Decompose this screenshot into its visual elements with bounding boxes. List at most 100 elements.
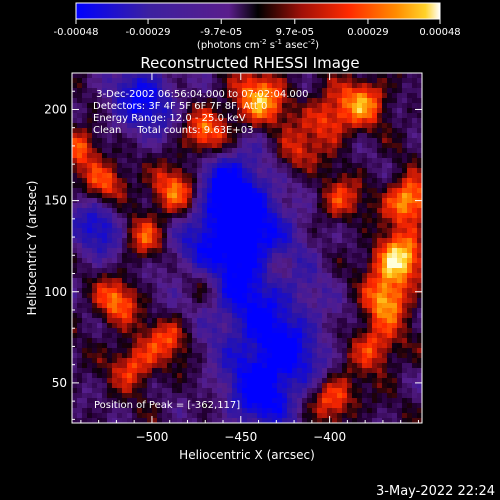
heatmap-cell (252, 393, 258, 399)
heatmap-cell (322, 208, 328, 214)
y-tick-label: 100 (44, 285, 67, 299)
heatmap-cell (412, 133, 418, 139)
heatmap-cell (327, 398, 333, 404)
heatmap-cell (92, 413, 98, 419)
heatmap-cell (382, 148, 388, 154)
heatmap-cell (182, 178, 188, 184)
heatmap-cell (397, 128, 403, 134)
heatmap-cell (267, 203, 273, 209)
heatmap-cell (87, 168, 93, 174)
heatmap-cell (212, 203, 218, 209)
heatmap-cell (332, 108, 338, 114)
heatmap-cell (277, 208, 283, 214)
heatmap-cell (367, 323, 373, 329)
heatmap-cell (127, 203, 133, 209)
heatmap-cell (307, 138, 313, 144)
heatmap-cell (117, 403, 123, 409)
heatmap-cell (267, 248, 273, 254)
heatmap-cell (297, 133, 303, 139)
heatmap-cell (317, 153, 323, 159)
heatmap-cell (227, 413, 233, 419)
heatmap-cell (412, 253, 418, 259)
heatmap-cell (237, 388, 243, 394)
heatmap-cell (367, 398, 373, 404)
heatmap-cell (137, 328, 143, 334)
heatmap-cell (177, 403, 183, 409)
heatmap-cell (82, 358, 88, 364)
heatmap-cell (362, 368, 368, 374)
heatmap-cell (197, 318, 203, 324)
heatmap-cell (77, 113, 83, 119)
heatmap-cell (277, 163, 283, 169)
heatmap-cell (72, 173, 78, 179)
heatmap-cell (242, 158, 248, 164)
heatmap-cell (367, 83, 373, 89)
heatmap-cell (177, 358, 183, 364)
heatmap-cell (97, 128, 103, 134)
heatmap-cell (262, 368, 268, 374)
heatmap-cell (257, 178, 263, 184)
heatmap-cell (142, 78, 148, 84)
heatmap-cell (247, 418, 253, 424)
heatmap-cell (82, 398, 88, 404)
heatmap-cell (332, 283, 338, 289)
heatmap-cell (332, 418, 338, 424)
heatmap-cell (92, 103, 98, 109)
heatmap-cell (322, 228, 328, 234)
heatmap-cell (167, 108, 173, 114)
heatmap-cell (122, 393, 128, 399)
heatmap-cell (357, 323, 363, 329)
heatmap-cell (312, 278, 318, 284)
heatmap-cell (237, 193, 243, 199)
heatmap-cell (152, 383, 158, 389)
heatmap-cell (177, 368, 183, 374)
heatmap-cell (207, 403, 213, 409)
heatmap-cell (237, 418, 243, 424)
heatmap-cell (77, 178, 83, 184)
heatmap-cell (302, 118, 308, 124)
heatmap-cell (262, 143, 268, 149)
heatmap-cell (172, 408, 178, 414)
heatmap-cell (92, 163, 98, 169)
heatmap-cell (242, 323, 248, 329)
heatmap-cell (367, 368, 373, 374)
heatmap-cell (357, 103, 363, 109)
heatmap-cell (362, 153, 368, 159)
heatmap-cell (132, 183, 138, 189)
heatmap-cell (147, 173, 153, 179)
heatmap-cell (382, 103, 388, 109)
heatmap-cell (412, 243, 418, 249)
heatmap-cell (217, 138, 223, 144)
heatmap-cell (222, 243, 228, 249)
heatmap-cell (397, 408, 403, 414)
heatmap-cell (267, 168, 273, 174)
heatmap-cell (292, 168, 298, 174)
heatmap-cell (187, 173, 193, 179)
heatmap-cell (402, 343, 408, 349)
heatmap-cell (377, 138, 383, 144)
heatmap-cell (162, 308, 168, 314)
heatmap-cell (222, 398, 228, 404)
heatmap-cell (392, 208, 398, 214)
heatmap-cell (377, 353, 383, 359)
heatmap-cell (187, 298, 193, 304)
heatmap-cell (277, 173, 283, 179)
heatmap-cell (87, 158, 93, 164)
heatmap-cell (347, 313, 353, 319)
heatmap-cell (337, 263, 343, 269)
heatmap-cell (362, 128, 368, 134)
heatmap-cell (322, 338, 328, 344)
heatmap-cell (417, 148, 423, 154)
heatmap-cell (127, 278, 133, 284)
heatmap-cell (297, 243, 303, 249)
heatmap-cell (162, 203, 168, 209)
heatmap-cell (177, 113, 183, 119)
heatmap-cell (287, 303, 293, 309)
heatmap-cell (287, 418, 293, 424)
heatmap-cell (297, 368, 303, 374)
colorbar-tick-marks (75, 19, 441, 24)
heatmap-cell (267, 363, 273, 369)
heatmap-cell (77, 238, 83, 244)
heatmap-cell (167, 208, 173, 214)
heatmap-cell (277, 78, 283, 84)
